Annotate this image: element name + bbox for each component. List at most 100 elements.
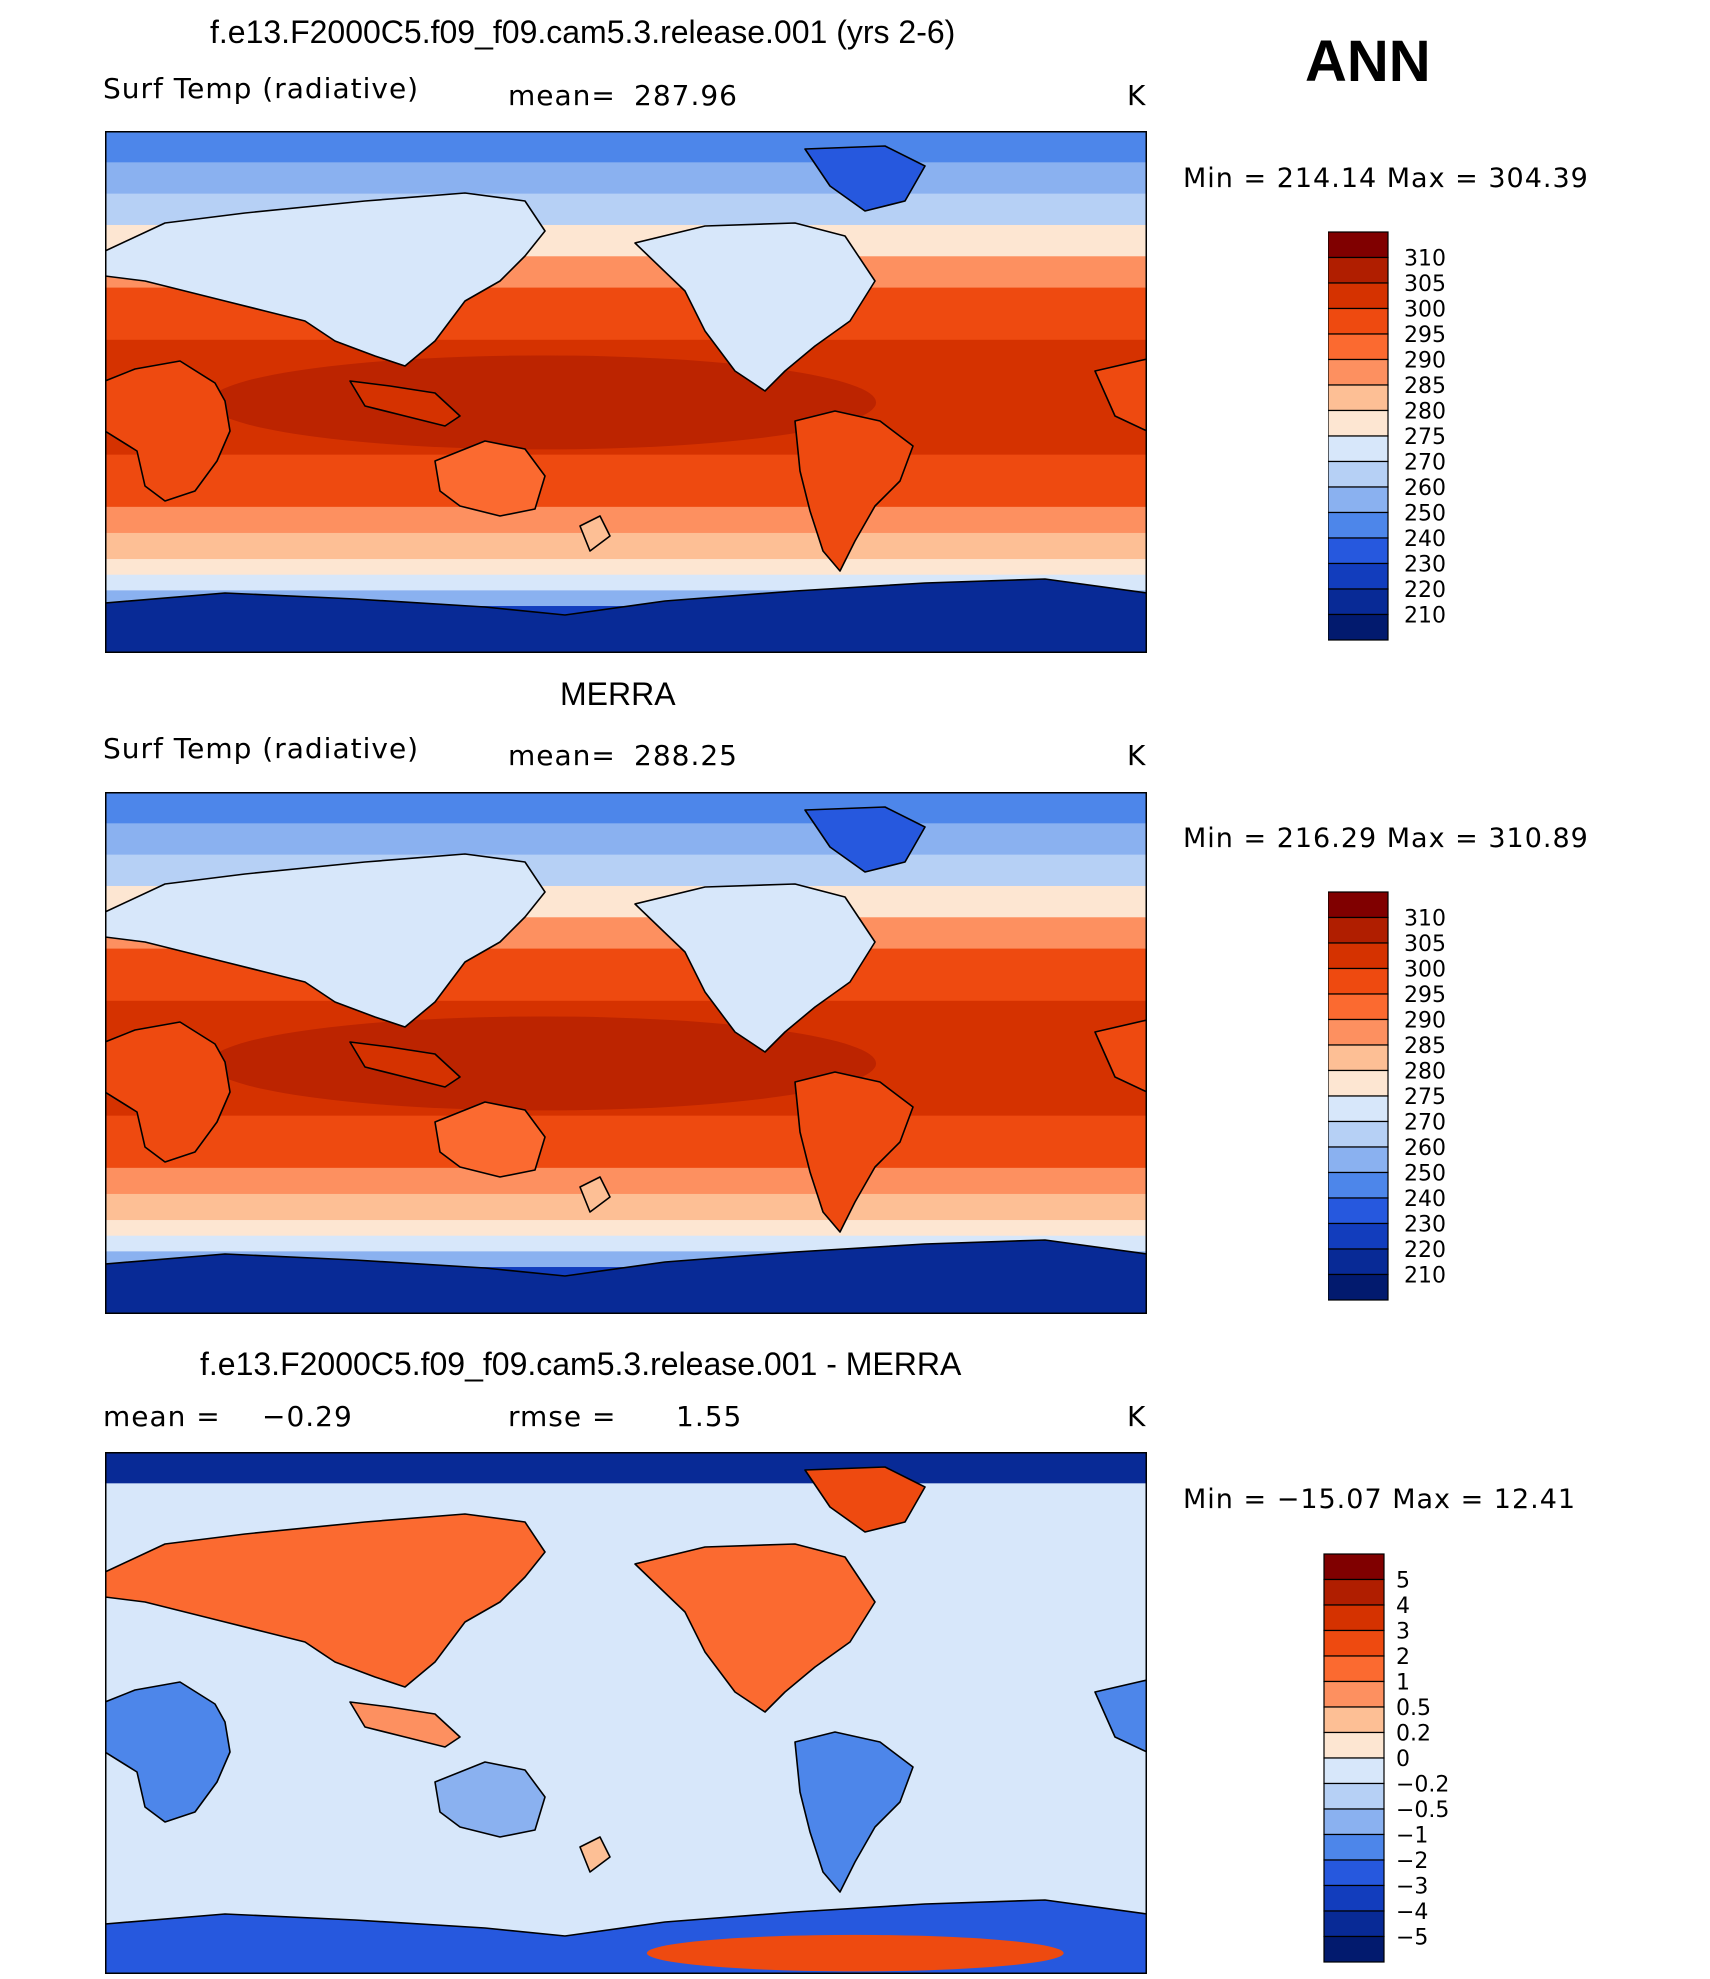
warm-pool xyxy=(209,355,877,450)
temp-band xyxy=(105,1220,1147,1237)
land-samerica xyxy=(794,1071,914,1233)
colorbar-box xyxy=(1323,1884,1385,1912)
colorbar-box xyxy=(1323,1935,1385,1963)
colorbar-box xyxy=(1328,409,1389,437)
land-australia xyxy=(434,440,546,517)
panel3-mean-label: mean = xyxy=(103,1400,221,1433)
colorbar-box xyxy=(1328,486,1389,514)
colorbar-box xyxy=(1328,916,1389,944)
panel1-units: K xyxy=(1127,79,1147,112)
warm-pool xyxy=(209,1016,877,1111)
colorbar-tick-label: −5 xyxy=(1396,1926,1428,1951)
panel2-units: K xyxy=(1127,739,1147,772)
colorbar-box xyxy=(1328,1120,1389,1148)
temp-band xyxy=(105,1193,1147,1222)
colorbar-box xyxy=(1323,1629,1385,1657)
colorbar-tick-label: 0.2 xyxy=(1396,1722,1431,1747)
colorbar-tick-label: 305 xyxy=(1404,932,1446,957)
colorbar-tick-label: 275 xyxy=(1404,425,1446,450)
land-africa xyxy=(105,1681,231,1823)
diff-arctic-band xyxy=(105,1452,1147,1484)
season-label: ANN xyxy=(1305,29,1431,94)
map-frame xyxy=(105,792,1147,1314)
colorbar-box xyxy=(1328,1222,1389,1250)
colorbar-tick-label: 300 xyxy=(1404,298,1446,323)
colorbar-box xyxy=(1323,1808,1385,1836)
land-eurasia xyxy=(105,192,546,367)
colorbar-box xyxy=(1328,435,1389,463)
colorbar-box xyxy=(1323,1910,1385,1938)
colorbar-tick-label: 210 xyxy=(1404,604,1446,629)
colorbar-box xyxy=(1328,1018,1389,1046)
colorbar-box xyxy=(1328,231,1389,259)
colorbar-box xyxy=(1323,1859,1385,1887)
temp-band xyxy=(105,1115,1147,1169)
land-seasia xyxy=(349,1701,461,1748)
land-namerica xyxy=(634,883,876,1053)
panel3-title: f.e13.F2000C5.f09_f09.cam5.3.release.001… xyxy=(200,1346,962,1382)
land-samerica xyxy=(794,410,914,572)
land-eurasia xyxy=(105,1513,546,1688)
colorbar-box xyxy=(1328,1197,1389,1225)
colorbar-tick-label: 275 xyxy=(1404,1085,1446,1110)
land-africa xyxy=(105,1021,231,1163)
colorbar-box xyxy=(1328,562,1389,590)
land-namerica xyxy=(634,222,876,392)
land-newzeal xyxy=(579,1836,611,1873)
colorbar-tick-label: 285 xyxy=(1404,374,1446,399)
colorbar-box xyxy=(1328,1069,1389,1097)
colorbar-box xyxy=(1328,891,1389,919)
panel3-minmax: Min = −15.07 Max = 12.41 xyxy=(1183,1484,1577,1515)
colorbar-box xyxy=(1323,1782,1385,1810)
colorbar-box xyxy=(1323,1655,1385,1683)
colorbar-tick-label: 280 xyxy=(1404,1060,1446,1085)
land-westafr xyxy=(1094,1019,1147,1093)
land-antarctica xyxy=(105,578,1147,653)
land-antarctica xyxy=(105,1239,1147,1314)
colorbar-tick-label: 5 xyxy=(1396,1569,1410,1594)
land-eurasia xyxy=(105,853,546,1028)
colorbar-box xyxy=(1328,384,1389,412)
temp-band xyxy=(105,131,1147,164)
colorbar-tick-label: 0 xyxy=(1396,1747,1410,1772)
land-greenland xyxy=(804,806,926,873)
panel1-title: f.e13.F2000C5.f09_f09.cam5.3.release.001… xyxy=(210,14,956,50)
colorbar-tick-label: 270 xyxy=(1404,1111,1446,1136)
temp-band xyxy=(105,559,1147,576)
land-newzeal xyxy=(579,515,611,552)
colorbar-box xyxy=(1328,588,1389,616)
colorbar-tick-label: 310 xyxy=(1404,907,1446,932)
map-frame xyxy=(105,1452,1147,1974)
diff-background xyxy=(105,1452,1147,1974)
panel1-colorbar: 3103053002952902852802752702602502402302… xyxy=(1328,231,1446,641)
colorbar-box xyxy=(1328,460,1389,488)
panel2-mean-label: mean= xyxy=(508,739,616,772)
colorbar-box xyxy=(1328,537,1389,565)
colorbar-tick-label: 250 xyxy=(1404,1162,1446,1187)
panel1-mean-value: 287.96 xyxy=(634,79,738,112)
colorbar-box xyxy=(1328,1171,1389,1199)
panel3-rmse-value: 1.55 xyxy=(676,1400,743,1433)
colorbar-box xyxy=(1328,967,1389,995)
panel3-map xyxy=(105,1452,1147,1974)
colorbar-box xyxy=(1328,282,1389,310)
colorbar-tick-label: 310 xyxy=(1404,247,1446,272)
colorbar-box xyxy=(1323,1604,1385,1632)
colorbar-tick-label: −0.2 xyxy=(1396,1773,1449,1798)
colorbar-tick-label: −3 xyxy=(1396,1875,1428,1900)
temp-band xyxy=(105,1167,1147,1195)
panel3-units: K xyxy=(1127,1400,1147,1433)
colorbar-box xyxy=(1323,1680,1385,1708)
colorbar-box xyxy=(1328,613,1389,641)
temp-band xyxy=(105,823,1147,856)
colorbar-box xyxy=(1323,1757,1385,1785)
colorbar-tick-label: 305 xyxy=(1404,272,1446,297)
panel2-map xyxy=(105,792,1147,1314)
colorbar-box xyxy=(1328,511,1389,539)
panel2-title: MERRA xyxy=(560,676,676,712)
panel2-minmax: Min = 216.29 Max = 310.89 xyxy=(1183,823,1589,854)
colorbar-tick-label: 260 xyxy=(1404,1136,1446,1161)
colorbar-box xyxy=(1328,307,1389,335)
colorbar-box xyxy=(1328,1248,1389,1276)
panel1-minmax: Min = 214.14 Max = 304.39 xyxy=(1183,163,1589,194)
